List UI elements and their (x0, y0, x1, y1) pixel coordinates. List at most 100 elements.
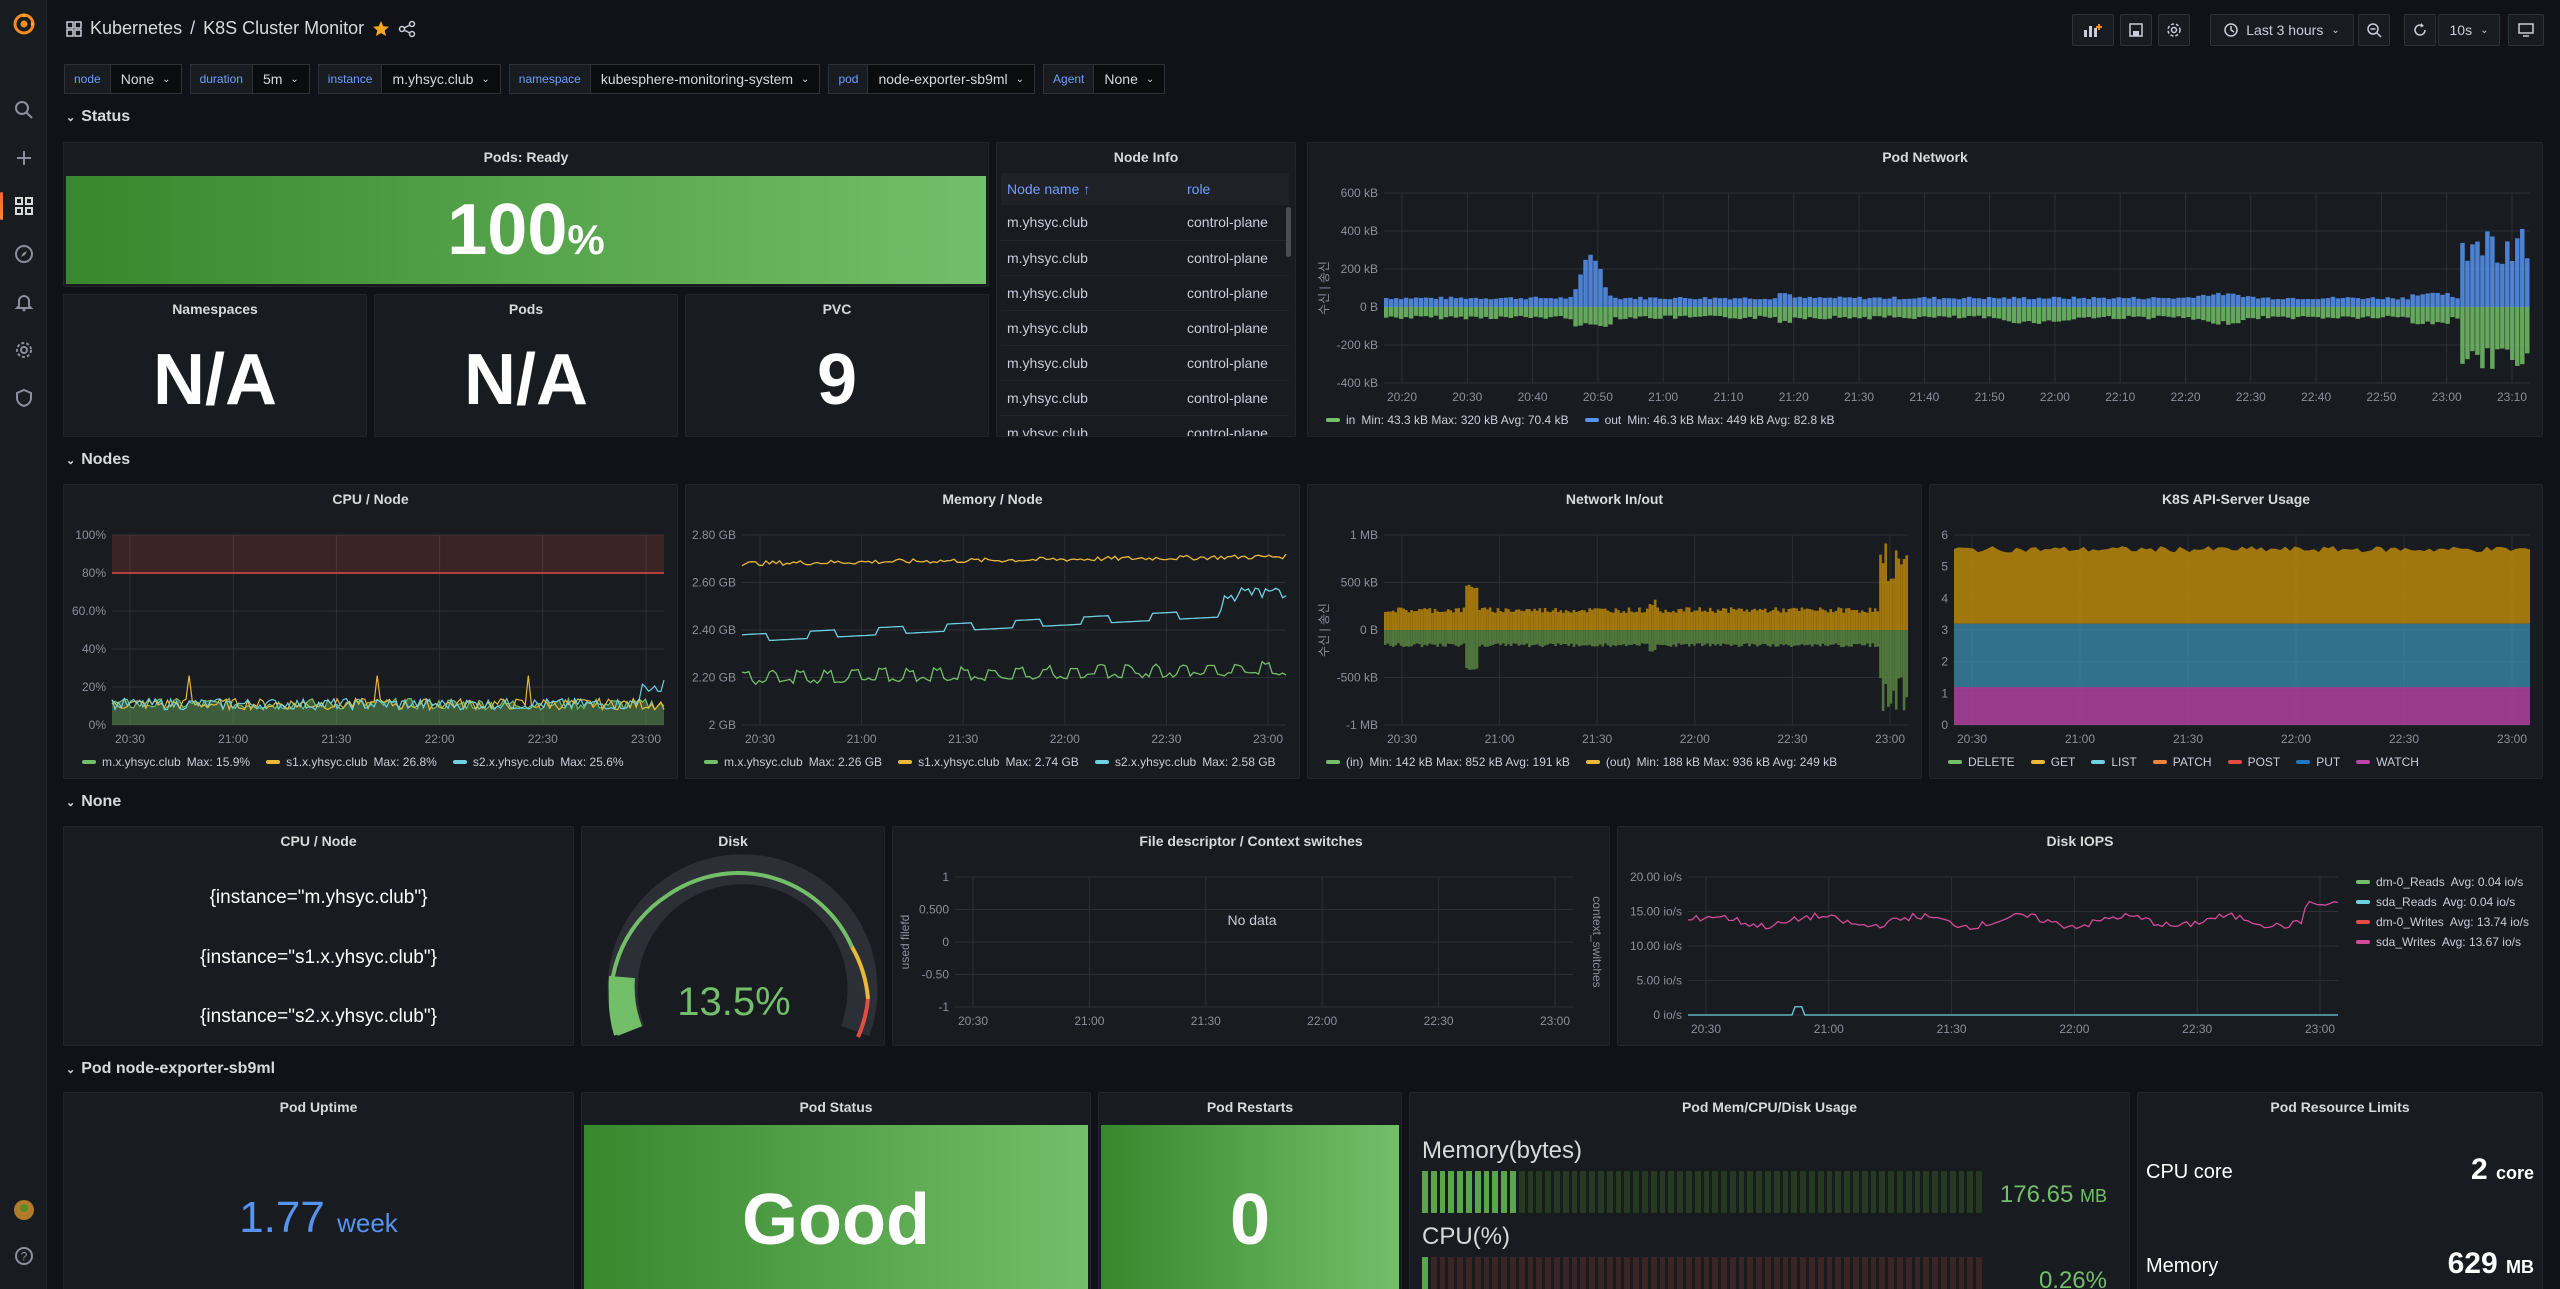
avatar[interactable] (0, 1190, 47, 1230)
panel-pvc[interactable]: PVC 9 (685, 294, 989, 437)
legend-item[interactable]: sda_Writes Avg: 13.67 io/s (2356, 935, 2529, 949)
row-status[interactable]: ⌄ Status (66, 108, 130, 126)
panel-memory-node[interactable]: Memory / Node 2.80 GB 2.60 GB 2.40 GB 2.20 … (685, 484, 1300, 779)
variable-agent[interactable]: Agent None ⌄ (1043, 64, 1166, 94)
time-range-picker[interactable]: Last 3 hours ⌄ (2210, 14, 2354, 46)
variable-namespace[interactable]: namespace kubesphere-monitoring-system ⌄ (508, 64, 821, 94)
variable-instance[interactable]: instance m.yhsyc.club ⌄ (317, 64, 501, 94)
legend-item[interactable]: DELETE (1948, 755, 2015, 769)
panel-cpu-node-text[interactable]: CPU / Node {instance="m.yhsyc.club"} {in… (63, 826, 574, 1046)
panel-namespaces[interactable]: Namespaces N/A (63, 294, 367, 437)
legend-item[interactable]: POST (2227, 755, 2280, 769)
legend-item[interactable]: (out) Min: 188 kB Max: 936 kB Avg: 249 kB (1585, 755, 1837, 769)
refresh-interval-picker[interactable]: 10s ⌄ (2438, 14, 2500, 46)
out-bar (2485, 307, 2490, 349)
dashboard-settings-button[interactable] (2158, 14, 2190, 46)
variable-duration[interactable]: duration 5m ⌄ (189, 64, 310, 94)
bell-icon[interactable] (0, 282, 47, 322)
variable-node[interactable]: node None ⌄ (64, 64, 182, 94)
panel-file-descriptor[interactable]: File descriptor / Context switches 1 0.50… (892, 826, 1610, 1046)
zoom-out-button[interactable] (2358, 14, 2390, 46)
scrollbar[interactable] (1286, 207, 1291, 257)
row-none[interactable]: ⌄ None (66, 793, 121, 811)
out-bar (1787, 307, 1793, 323)
explore-icon[interactable] (0, 234, 47, 274)
gear-icon[interactable] (0, 330, 47, 370)
panel-pod-restarts[interactable]: Pod Restarts 0 (1098, 1092, 1402, 1289)
legend-item[interactable]: m.x.yhsyc.club Max: 2.26 GB (704, 755, 882, 769)
out-bar (1384, 611, 1387, 630)
table-row[interactable]: m.yhsyc.club control-plane (1001, 380, 1289, 416)
row-pod[interactable]: ⌄ Pod node-exporter-sb9ml (66, 1060, 275, 1078)
out-bar (1748, 611, 1751, 630)
star-icon[interactable] (372, 20, 390, 38)
variable-pod[interactable]: pod node-exporter-sb9ml ⌄ (828, 64, 1036, 94)
out-bar (2151, 307, 2156, 318)
grafana-logo-icon[interactable] (0, 4, 47, 44)
variable-select[interactable]: m.yhsyc.club ⌄ (382, 64, 501, 94)
breadcrumb-folder[interactable]: Kubernetes (90, 18, 183, 38)
panel-network-inout[interactable]: Network In/out 1 MB 500 kB 0 B -500 kB -1 MB… (1307, 484, 1922, 779)
table-row[interactable]: m.yhsyc.club control-plane (1001, 310, 1289, 346)
panel-pod-usage[interactable]: Pod Mem/CPU/Disk Usage Memory(bytes) 176… (1409, 1092, 2130, 1289)
panel-disk[interactable]: Disk 13.5% (581, 826, 885, 1046)
legend-item[interactable]: sda_Reads Avg: 0.04 io/s (2356, 895, 2529, 909)
legend-item[interactable]: GET (2030, 755, 2075, 769)
share-icon[interactable] (398, 20, 416, 38)
panel-cpu-node[interactable]: CPU / Node 100% 80% 60.0% 40% 20% 0% 20:30 21:0… (63, 484, 678, 779)
legend-item[interactable]: dm-0_Writes Avg: 13.74 io/s (2356, 915, 2529, 929)
cpu-node-legend: m.x.yhsyc.club Max: 15.9% s1.x.yhsyc.club M… (82, 755, 624, 769)
shield-icon[interactable] (0, 378, 47, 418)
legend-item[interactable]: PATCH (2152, 755, 2212, 769)
table-row[interactable]: m.yhsyc.club control-plane (1001, 205, 1289, 241)
table-row[interactable]: m.yhsyc.club control-plane (1001, 345, 1289, 381)
panel-pod-limits[interactable]: Pod Resource Limits CPU core 2 core Memo… (2137, 1092, 2543, 1289)
add-panel-button[interactable] (2072, 14, 2114, 46)
variable-select[interactable]: 5m ⌄ (252, 64, 310, 94)
panel-pod-uptime[interactable]: Pod Uptime 1.77 week (63, 1092, 574, 1289)
help-icon[interactable]: ? (0, 1236, 47, 1276)
plus-icon[interactable] (0, 138, 47, 178)
legend-item[interactable]: s1.x.yhsyc.club Max: 26.8% (266, 755, 437, 769)
out-bar (1927, 307, 1932, 318)
pods-ready-number: 100 (447, 190, 568, 270)
variable-select[interactable]: kubesphere-monitoring-system ⌄ (590, 64, 821, 94)
table-row[interactable]: m.yhsyc.club control-plane (1001, 275, 1289, 311)
refresh-button[interactable] (2404, 14, 2436, 46)
table-row[interactable]: m.yhsyc.club control-plane (1001, 240, 1289, 276)
variable-select[interactable]: None ⌄ (110, 64, 182, 94)
legend-item[interactable]: out Min: 46.3 kB Max: 449 kB Avg: 82.8 kB (1584, 413, 1835, 427)
save-dashboard-button[interactable] (2120, 14, 2152, 46)
legend-item[interactable]: WATCH (2356, 755, 2419, 769)
variable-select[interactable]: None ⌄ (1094, 64, 1166, 94)
tv-mode-button[interactable] (2508, 14, 2544, 46)
legend-item[interactable]: m.x.yhsyc.club Max: 15.9% (82, 755, 250, 769)
legend-item[interactable]: s2.x.yhsyc.club Max: 2.58 GB (1094, 755, 1276, 769)
table-row[interactable]: m.yhsyc.club control-plane (1001, 415, 1289, 436)
legend-item[interactable]: s1.x.yhsyc.club Max: 2.74 GB (898, 755, 1079, 769)
legend-item[interactable]: s2.x.yhsyc.club Max: 25.6% (452, 755, 624, 769)
column-header-role[interactable]: role (1181, 173, 1289, 205)
legend-item[interactable]: dm-0_Reads Avg: 0.04 io/s (2356, 875, 2529, 889)
panel-api-server[interactable]: K8S API-Server Usage 6 5 4 3 2 1 0 20:30 21:00 21… (1929, 484, 2543, 779)
panel-disk-iops[interactable]: Disk IOPS 20.00 io/s 15.00 io/s 10.00 io/s… (1617, 826, 2543, 1046)
panel-pods[interactable]: Pods N/A (374, 294, 678, 437)
in-bar (1884, 630, 1888, 685)
column-header-node-name[interactable]: Node name ↑ (1001, 173, 1181, 205)
legend-swatch (1326, 418, 1340, 422)
panel-node-info[interactable]: Node Info Node name ↑ role m.yhsyc.club co… (996, 142, 1296, 437)
in-bar (1423, 630, 1426, 645)
panel-pod-network[interactable]: Pod Network 600 kB 400 kB 200 kB 0 B -200 kB… (1307, 142, 2543, 437)
variable-select[interactable]: node-exporter-sb9ml ⌄ (868, 64, 1036, 94)
legend-item[interactable]: LIST (2091, 755, 2137, 769)
row-nodes[interactable]: ⌄ Nodes (66, 451, 130, 469)
dashboard-title[interactable]: K8S Cluster Monitor (203, 18, 365, 38)
search-icon[interactable] (0, 90, 47, 130)
legend-item[interactable]: PUT (2296, 755, 2340, 769)
dashboards-icon[interactable] (0, 186, 47, 226)
panel-pod-status[interactable]: Pod Status Good (581, 1092, 1091, 1289)
legend-item[interactable]: (in) Min: 142 kB Max: 852 kB Avg: 191 kB (1326, 755, 1570, 769)
panel-pods-ready[interactable]: Pods: Ready 100% (63, 142, 989, 287)
in-bar (1666, 630, 1670, 647)
legend-item[interactable]: in Min: 43.3 kB Max: 320 kB Avg: 70.4 kB (1326, 413, 1569, 427)
